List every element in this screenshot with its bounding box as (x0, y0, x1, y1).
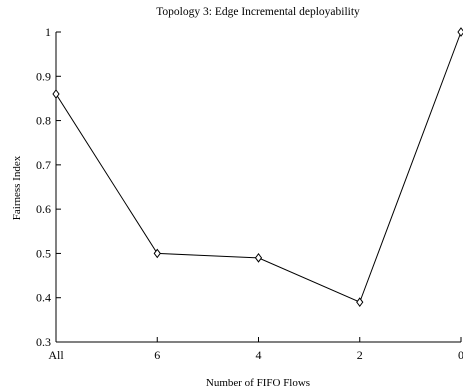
x-tick-label: 0 (458, 348, 463, 362)
y-tick-label: 0.7 (36, 158, 51, 172)
data-point-marker (153, 248, 161, 259)
y-tick-label: 0.4 (36, 291, 51, 305)
x-tick-label: 4 (256, 348, 262, 362)
data-point-marker (254, 253, 263, 263)
chart-title: Topology 3: Edge Incremental deployabili… (156, 6, 360, 18)
axes (55, 32, 461, 343)
data-point-marker (52, 89, 60, 99)
series (52, 27, 463, 307)
y-tick-label: 1 (45, 25, 51, 39)
y-tick-label: 0.9 (36, 69, 51, 83)
y-tick-label: 0.5 (36, 246, 51, 260)
y-axis-label: Fairness Index (11, 155, 23, 220)
data-point-marker (356, 297, 364, 307)
x-tick-label: All (48, 348, 64, 362)
ticks: 0.3 0.4 0.5 0.6 0.7 0.8 0.9 1 All 6 4 2 0 (36, 25, 463, 362)
y-tick-label: 0.3 (36, 335, 51, 349)
x-tick-label: 2 (357, 348, 363, 362)
data-point-marker (457, 27, 463, 37)
x-tick-label: 6 (154, 348, 160, 362)
x-axis-label: Number of FIFO Flows (206, 377, 310, 389)
y-tick-label: 0.8 (36, 114, 51, 128)
y-tick-label: 0.6 (36, 202, 51, 216)
